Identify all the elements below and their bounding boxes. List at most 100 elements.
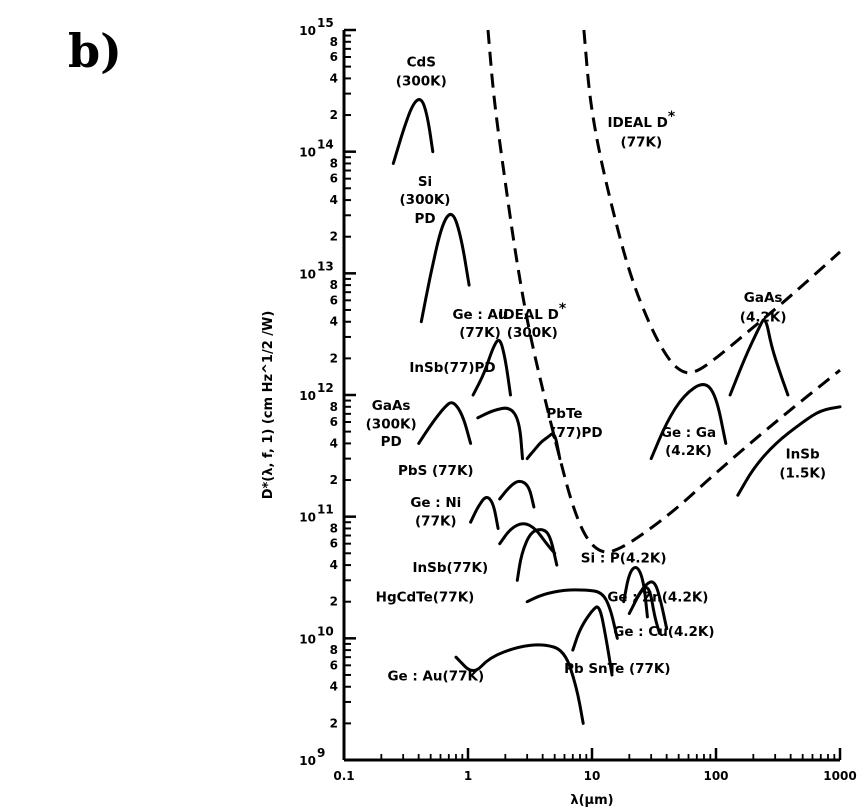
- curves: [391, 29, 842, 725]
- curve-label: InSb: [786, 447, 820, 463]
- curve-label: (300K): [366, 417, 417, 433]
- curve-label: InSb(77)PD: [409, 360, 495, 376]
- curve-label: (77K): [415, 513, 457, 529]
- y-minor-label: 8: [330, 278, 338, 292]
- curve-insb-77-pd: [476, 406, 524, 461]
- x-tick-label: 1000: [823, 769, 856, 783]
- y-minor-label: 4: [330, 71, 338, 85]
- curve-label: Ge : Ni: [410, 495, 461, 511]
- y-tick-label: 10: [299, 267, 316, 281]
- y-minor-label: 4: [330, 558, 338, 572]
- y-minor-label: 2: [330, 351, 338, 365]
- y-minor-label: 2: [330, 595, 338, 609]
- y-minor-label: 4: [330, 436, 338, 450]
- x-axis-label: λ(μm): [570, 793, 613, 808]
- y-minor-label: 6: [330, 658, 338, 672]
- curve-label: (4.2K): [665, 443, 712, 459]
- x-tick-label: 0.1: [333, 769, 354, 783]
- curve-insb-77k: [515, 528, 559, 582]
- curve-label: Ge : Au: [452, 307, 507, 323]
- y-minor-label: 2: [330, 230, 338, 244]
- curve-pbs-77k: [498, 479, 536, 509]
- y-minor-label: 8: [330, 156, 338, 170]
- curve-label: PD: [381, 434, 402, 450]
- y-tick-exponent: 9: [317, 746, 325, 760]
- curve-pb-snte-77k: [571, 605, 614, 677]
- y-minor-label: 6: [330, 537, 338, 551]
- curve-label: HgCdTe(77K): [376, 590, 475, 606]
- y-minor-label: 8: [330, 35, 338, 49]
- curve-label: PD: [414, 211, 435, 227]
- y-axis-label: D*(λ, f, 1) (cm Hz^1/2 /W): [261, 311, 276, 500]
- curve-ge-au-77k: [454, 643, 585, 725]
- y-minor-label: 2: [330, 473, 338, 487]
- curve-label: (77)PD: [550, 425, 602, 441]
- y-minor-label: 4: [330, 315, 338, 329]
- y-tick-exponent: 12: [317, 381, 334, 395]
- y-minor-label: 8: [330, 400, 338, 414]
- curve-label: (300K): [396, 73, 447, 89]
- y-minor-label: 4: [330, 680, 338, 694]
- y-minor-label: 6: [330, 293, 338, 307]
- curve-insb-77k-upper: [498, 522, 557, 555]
- curve-label: (300K): [400, 192, 451, 208]
- curve-si-300k-pd: [419, 213, 471, 324]
- y-tick-label: 10: [299, 146, 316, 160]
- y-tick-exponent: 10: [317, 624, 334, 638]
- x-tick-label: 100: [703, 769, 728, 783]
- curve-label: CdS: [407, 55, 436, 71]
- curve-label: GaAs: [372, 398, 411, 414]
- y-minor-label: 2: [330, 108, 338, 122]
- curve-label: PbS (77K): [398, 463, 474, 479]
- y-minor-label: 8: [330, 521, 338, 535]
- y-tick-exponent: 15: [317, 16, 334, 30]
- curve-ideal-d-300k: [486, 29, 841, 554]
- curve-ideal-d-77k: [582, 29, 842, 375]
- y-tick-label: 10: [299, 389, 316, 403]
- curve-label: Ge : Cu(4.2K): [613, 624, 714, 640]
- curve-label: GaAs: [744, 290, 783, 306]
- curve-label: Ge : Zn(4.2K): [607, 590, 708, 606]
- curve-si-p-4-2k: [622, 566, 649, 619]
- curve-gaas-4-2k: [728, 318, 790, 397]
- axes: 1091010101110121013101410152468246824682…: [299, 16, 856, 783]
- curve-label: (77K): [621, 135, 663, 151]
- curve-insb-1-5k: [736, 405, 842, 497]
- y-tick-exponent: 11: [317, 503, 334, 517]
- curve-label: Ge : Ga: [661, 425, 716, 441]
- curve-label: (77K): [459, 325, 501, 341]
- curve-ge-ni-77k: [469, 496, 500, 530]
- y-minor-label: 8: [330, 643, 338, 657]
- curve-label: Si : P(4.2K): [581, 551, 667, 567]
- y-minor-label: 6: [330, 172, 338, 186]
- curve-cds-300k: [391, 98, 435, 165]
- y-tick-label: 10: [299, 24, 316, 38]
- y-tick-exponent: 13: [317, 259, 334, 273]
- curve-label: (300K): [507, 325, 558, 341]
- curve-label: (4.2K): [740, 310, 787, 326]
- curve-label: Ge : Au(77K): [387, 669, 484, 685]
- y-tick-exponent: 14: [317, 138, 334, 152]
- y-minor-label: 2: [330, 716, 338, 730]
- x-tick-label: 1: [464, 769, 472, 783]
- y-tick-label: 10: [299, 632, 316, 646]
- curve-label: (1.5K): [779, 465, 826, 481]
- y-minor-label: 6: [330, 50, 338, 64]
- y-minor-label: 6: [330, 415, 338, 429]
- x-tick-label: 10: [584, 769, 601, 783]
- curve-label: InSb(77K): [413, 560, 489, 576]
- curve-label: PbTe: [546, 406, 582, 422]
- curve-gaas-300k-pd: [417, 401, 473, 445]
- y-minor-label: 4: [330, 193, 338, 207]
- curve-label: IDEAL D*: [498, 301, 566, 323]
- curve-label: IDEAL D*: [607, 109, 675, 131]
- curve-label: Si: [418, 174, 432, 190]
- curve-ge-au-77k: [471, 338, 512, 397]
- y-tick-label: 10: [299, 754, 316, 768]
- curve-pbte-77-pd: [525, 432, 562, 461]
- curve-label: Pb SnTe (77K): [564, 661, 670, 677]
- panel-label: b): [68, 24, 122, 78]
- curve-ge-ga-4-2k: [649, 383, 728, 461]
